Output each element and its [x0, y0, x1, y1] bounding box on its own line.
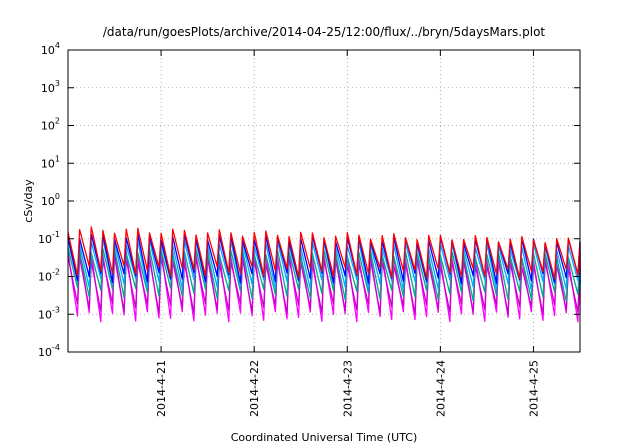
- y-tick-label: 103: [41, 79, 60, 95]
- x-tick-label: 2014-4-21: [155, 360, 168, 417]
- x-tick-label: 2014-4-23: [341, 360, 354, 417]
- y-tick-label: 10-1: [38, 230, 60, 246]
- y-axis: 10-4 10-3 10-2 10-1 100 101 102 103 104: [38, 41, 580, 359]
- y-axis-label: cSv/day: [22, 179, 35, 223]
- series-line-3: [67, 247, 581, 303]
- x-axis-label: Coordinated Universal Time (UTC): [231, 431, 418, 444]
- series-group: [67, 226, 581, 323]
- y-tick-label: 10-2: [38, 268, 60, 284]
- y-tick-label: 101: [41, 154, 60, 170]
- x-tick-label: 2014-4-24: [434, 360, 447, 417]
- y-tick-label: 102: [41, 117, 60, 133]
- chart-title: /data/run/goesPlots/archive/2014-04-25/1…: [103, 25, 546, 39]
- series-line-6: [67, 226, 581, 280]
- x-axis: 2014-4-21 2014-4-22 2014-4-23 2014-4-24 2014…: [155, 50, 540, 417]
- grid: [68, 50, 580, 352]
- series-line-2: [67, 255, 581, 315]
- y-tick-label: 100: [41, 192, 60, 208]
- y-tick-label: 10-4: [38, 343, 60, 359]
- y-tick-label: 104: [41, 41, 60, 57]
- y-tick-label: 10-3: [38, 305, 60, 321]
- x-tick-label: 2014-4-25: [527, 360, 540, 417]
- x-tick-label: 2014-4-22: [248, 360, 261, 417]
